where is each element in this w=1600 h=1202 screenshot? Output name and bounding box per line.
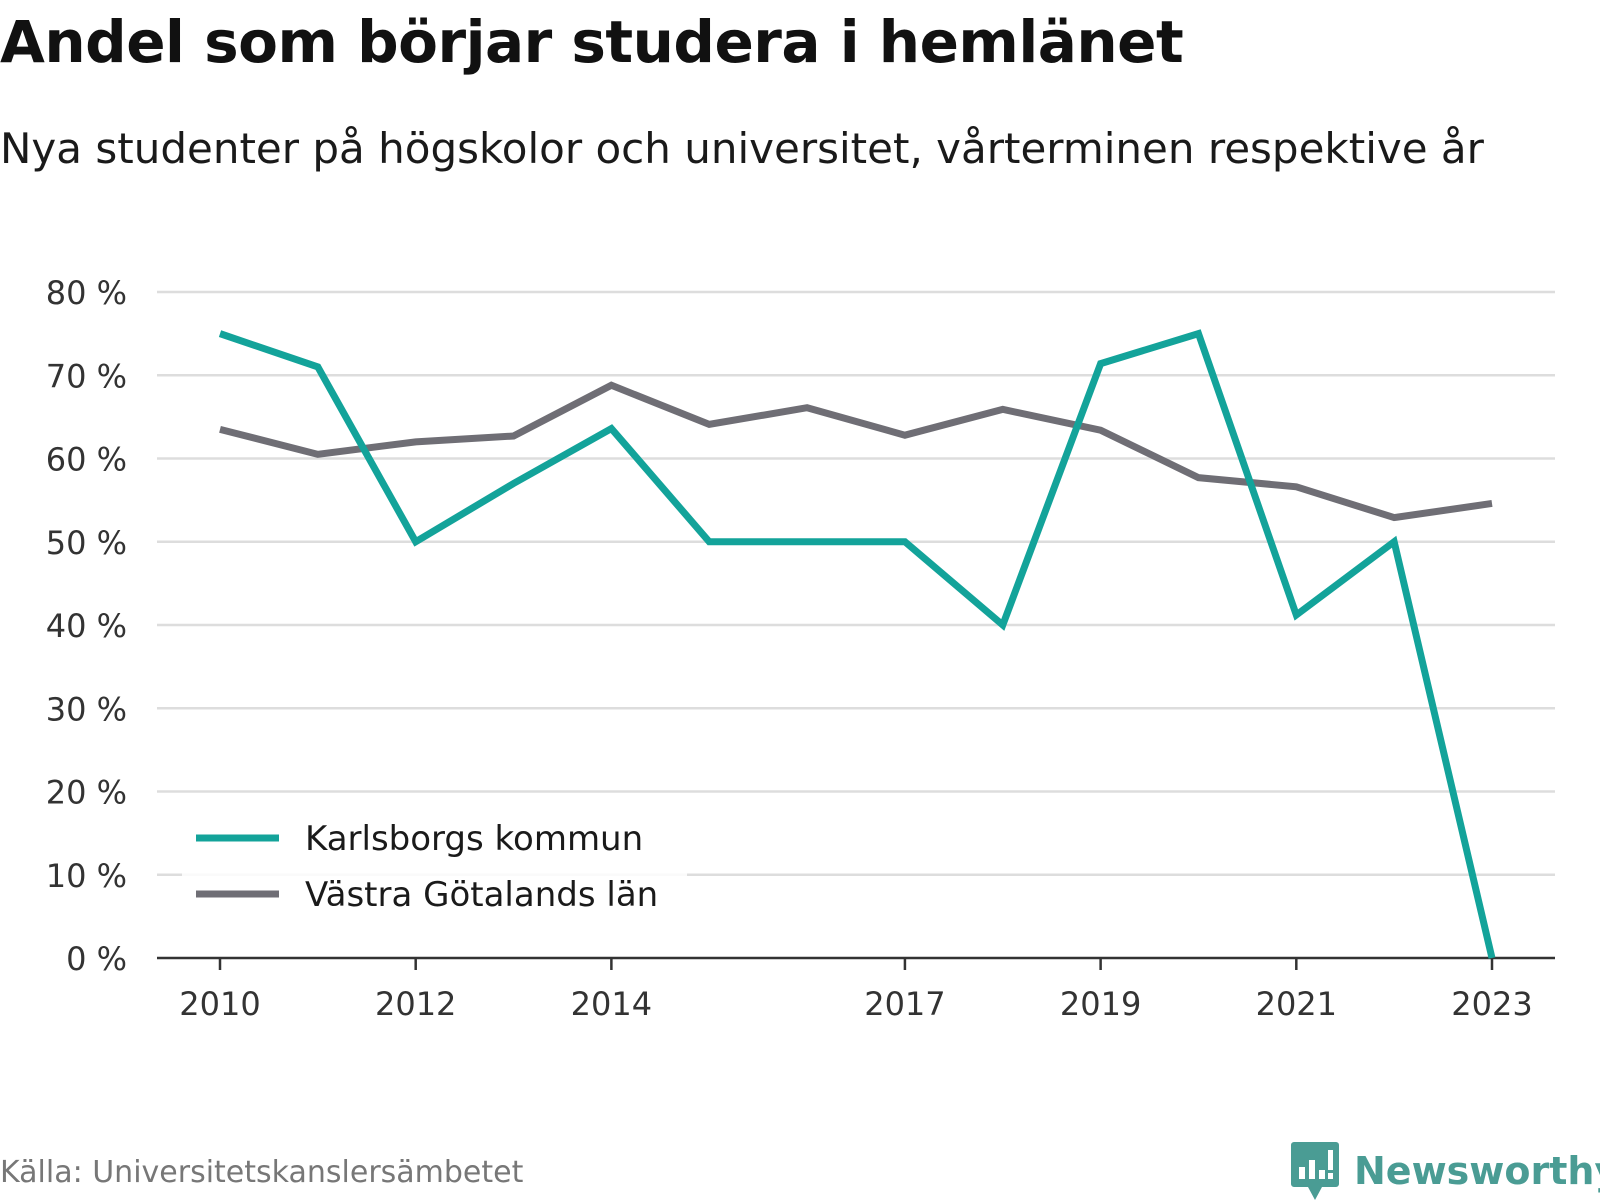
x-tick-label: 2023 [1451,985,1532,1023]
newsworthy-logo-icon [1291,1142,1339,1200]
legend-label: Karlsborgs kommun [305,819,643,859]
chart-title: Andel som börjar studera i hemlänet [0,8,1184,76]
y-tick-label: 50 % [46,524,127,562]
y-tick-label: 70 % [46,357,127,395]
series-lines [218,329,1496,959]
series-line-karlsborgs-kommun [218,329,1496,959]
series-line-vastra-gotalands-lan [219,381,1493,522]
legend: Karlsborgs kommun Västra Götalands län [182,800,687,916]
y-tick-label: 40 % [46,607,127,645]
x-tick-label: 2019 [1060,985,1141,1023]
y-tick-label: 10 % [46,857,127,895]
x-tick-label: 2014 [571,985,652,1023]
source-note: Källa: Universitetskanslersämbetet [0,1155,524,1190]
y-tick-label: 20 % [46,774,127,812]
grid-lines [157,290,1555,876]
x-tick-label: 2017 [864,985,945,1023]
x-tick-label: 2021 [1256,985,1337,1023]
chart-subtitle: Nya studenter på högskolor och universit… [0,124,1484,173]
x-tick-label: 2012 [375,985,456,1023]
x-tick-label: 2010 [179,985,260,1023]
y-axis: 0 % 10 % 20 % 30 % 40 % 50 % 60 % 70 % 80 % [46,274,127,978]
y-tick-label: 60 % [46,441,127,479]
brand: Newsworthy [1290,1140,1600,1202]
legend-label: Västra Götalands län [305,875,658,915]
y-tick-label: 30 % [46,690,127,728]
x-axis: 2010 2012 2014 2017 2019 2021 2023 [157,956,1555,1023]
y-tick-label: 0 % [66,940,127,978]
brand-name: Newsworthy [1354,1149,1600,1193]
y-tick-label: 80 % [46,274,127,312]
